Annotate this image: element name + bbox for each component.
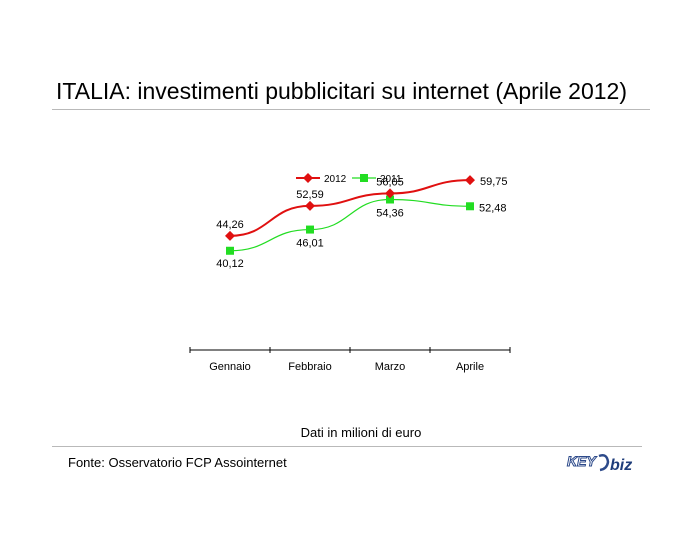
data-label: 40,12: [216, 258, 244, 270]
line-chart: 2012 2011 Gennaio Febbraio Marzo Aprile 40,1…: [189, 173, 511, 373]
title-divider: [52, 109, 650, 110]
legend-item-2012: 2012: [296, 173, 347, 185]
data-point: [306, 225, 314, 234]
x-tick-label: Marzo: [375, 361, 406, 373]
slide-title: ITALIA: investimenti pubblicitari su int…: [56, 78, 628, 104]
data-label: 56,05: [376, 176, 404, 188]
data-label: 59,75: [480, 176, 508, 188]
legend-label: 2011: [380, 174, 402, 185]
source-note: Fonte: Osservatorio FCP Assointernet: [68, 455, 287, 470]
unit-note: Dati in milioni di euro: [300, 425, 422, 440]
data-label: 52,48: [479, 202, 507, 214]
data-point: [226, 246, 234, 255]
x-axis: Gennaio Febbraio Marzo Aprile: [189, 347, 511, 373]
series-2012: 44,26 52,59 56,05 59,75: [216, 175, 508, 241]
series-line: [229, 179, 471, 237]
data-point: [385, 188, 395, 199]
data-point: [303, 173, 313, 183]
x-tick-label: Aprile: [456, 361, 484, 373]
data-point: [386, 195, 394, 204]
data-label: 46,01: [296, 238, 324, 250]
logo-text-key: KEY: [567, 453, 597, 469]
data-point: [225, 230, 235, 241]
keybiz-logo: KEY biz: [567, 453, 633, 475]
data-point: [465, 175, 475, 186]
x-tick-label: Gennaio: [209, 361, 251, 373]
data-point: [360, 174, 368, 182]
legend-label: 2012: [324, 174, 347, 185]
series-layer: 40,12 46,01 54,36 52,48 44,26 52,59 56,05 59,75: [216, 175, 508, 270]
data-label: 52,59: [296, 189, 324, 201]
series-2011: 40,12 46,01 54,36 52,48: [216, 195, 507, 270]
data-label: 44,26: [216, 219, 244, 231]
logo-swoosh-icon: [598, 454, 610, 472]
data-label: 54,36: [376, 208, 404, 220]
series-line: [229, 198, 471, 252]
logo-text-biz: biz: [610, 457, 632, 474]
footer-divider: [52, 446, 642, 447]
legend-item-2011: 2011: [352, 174, 402, 185]
data-point: [305, 200, 315, 211]
x-tick-label: Febbraio: [288, 361, 331, 373]
data-point: [466, 202, 474, 211]
chart-legend: 2012 2011: [296, 173, 402, 185]
